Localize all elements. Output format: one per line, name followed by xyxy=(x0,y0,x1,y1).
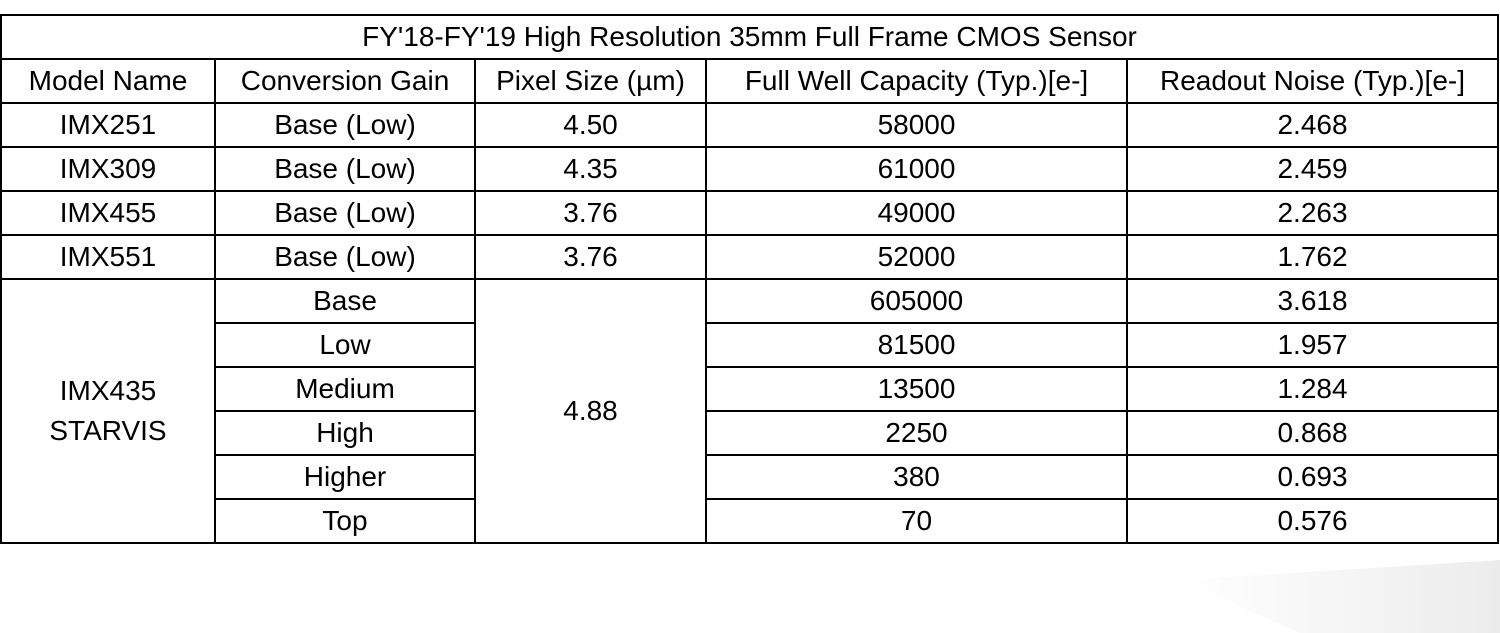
data-row: IMX251 Base (Low) 4.50 58000 2.468 xyxy=(0,102,1500,148)
header-cell: Model Name xyxy=(0,58,216,104)
cell: 81500 xyxy=(705,322,1128,368)
cell: 0.576 xyxy=(1125,498,1500,544)
cell: 52000 xyxy=(705,234,1128,280)
cell: Base (Low) xyxy=(214,102,476,148)
cell: IMX309 xyxy=(0,146,216,192)
header-row: Model Name Conversion Gain Pixel Size (µm)… xyxy=(0,58,1500,104)
group-row: Higher 380 0.693 xyxy=(1,454,1500,500)
cell: 61000 xyxy=(705,146,1128,192)
header-cell: Readout Noise (Typ.)[e-] xyxy=(1125,58,1500,104)
pixel-cell: 4.88 xyxy=(474,278,707,544)
cell: 49000 xyxy=(705,190,1128,236)
cell: 2250 xyxy=(705,410,1128,456)
cell: 2.459 xyxy=(1125,146,1500,192)
group-row: IMX435 STARVIS Base 4.88 605000 3.618 xyxy=(0,278,1500,544)
group-row: Medium 13500 1.284 xyxy=(1,366,1500,412)
cell: 70 xyxy=(705,498,1128,544)
cell: Base (Low) xyxy=(214,146,476,192)
cell: IMX551 xyxy=(0,234,216,280)
shadow xyxy=(1180,560,1500,633)
cell: Base xyxy=(214,278,476,324)
cell: Top xyxy=(214,498,476,544)
group-row: Top 70 0.576 xyxy=(1,498,1500,544)
cell: Base (Low) xyxy=(214,190,476,236)
cell: IMX455 xyxy=(0,190,216,236)
data-row: IMX309 Base (Low) 4.35 61000 2.459 xyxy=(0,146,1500,192)
cell: 13500 xyxy=(705,366,1128,412)
cell: 1.762 xyxy=(1125,234,1500,280)
cell: 605000 xyxy=(705,278,1128,324)
cell: Low xyxy=(214,322,476,368)
header-cell: Pixel Size (µm) xyxy=(474,58,707,104)
cell: 0.693 xyxy=(1125,454,1500,500)
group-row: High 2250 0.868 xyxy=(1,410,1500,456)
table-title: FY'18-FY'19 High Resolution 35mm Full Fr… xyxy=(0,14,1500,60)
model-line: IMX435 xyxy=(59,375,157,406)
cell: 3.618 xyxy=(1125,278,1500,324)
model-line: STARVIS xyxy=(49,415,167,446)
cell: 380 xyxy=(705,454,1128,500)
cell: 0.868 xyxy=(1125,410,1500,456)
data-row: IMX455 Base (Low) 3.76 49000 2.263 xyxy=(0,190,1500,236)
cell: High xyxy=(214,410,476,456)
cell: 1.284 xyxy=(1125,366,1500,412)
data-row: IMX551 Base (Low) 3.76 52000 1.762 xyxy=(0,234,1500,280)
cell: Higher xyxy=(214,454,476,500)
cell: Base (Low) xyxy=(214,234,476,280)
group-row: Low 81500 1.957 xyxy=(1,322,1500,368)
cell: 4.35 xyxy=(474,146,707,192)
cell: 3.76 xyxy=(474,190,707,236)
cell: 58000 xyxy=(705,102,1128,148)
cell: 1.957 xyxy=(1125,322,1500,368)
cell: Medium xyxy=(214,366,476,412)
cell: 4.50 xyxy=(474,102,707,148)
sensor-table: FY'18-FY'19 High Resolution 35mm Full Fr… xyxy=(0,14,1500,544)
cell: IMX251 xyxy=(0,102,216,148)
cell: 2.263 xyxy=(1125,190,1500,236)
header-cell: Full Well Capacity (Typ.)[e-] xyxy=(705,58,1128,104)
table-body: FY'18-FY'19 High Resolution 35mm Full Fr… xyxy=(0,14,1500,544)
cell: 3.76 xyxy=(474,234,707,280)
model-cell: IMX435 STARVIS xyxy=(0,278,216,544)
title-row: FY'18-FY'19 High Resolution 35mm Full Fr… xyxy=(0,14,1500,60)
cell: 2.468 xyxy=(1125,102,1500,148)
header-cell: Conversion Gain xyxy=(214,58,476,104)
